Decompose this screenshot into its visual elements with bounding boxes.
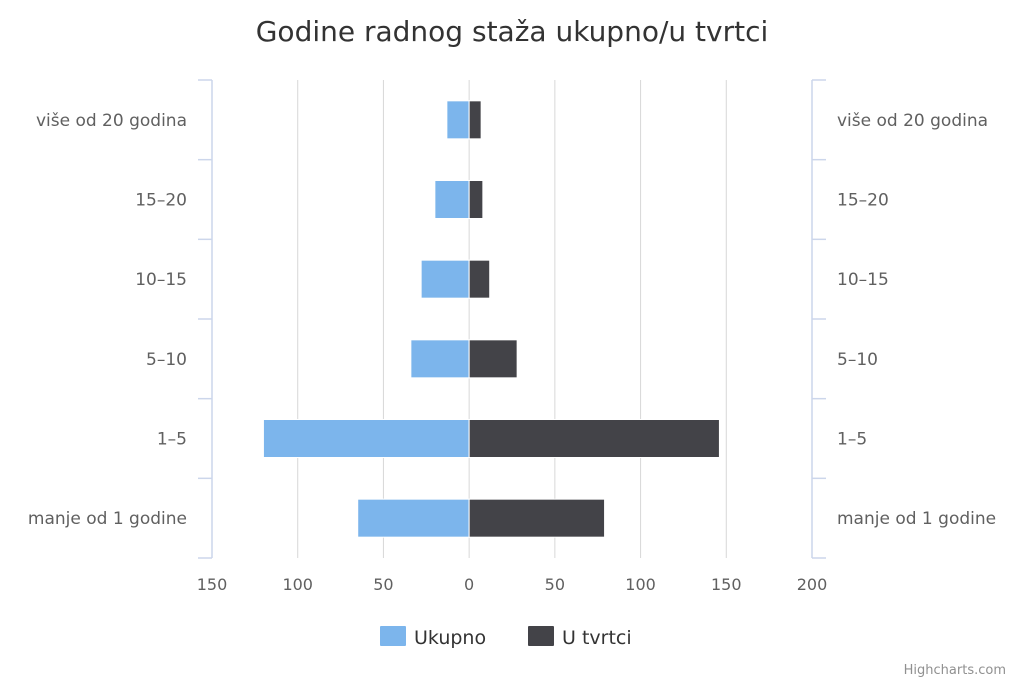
x-tick-label: 150 [711, 575, 742, 594]
right-category-label: 15–20 [837, 191, 889, 211]
bars-layer [262, 100, 720, 538]
left-category-label: 5–10 [146, 350, 187, 370]
bar-u-tvrtci[interactable] [468, 498, 606, 538]
right-category-label: 1–5 [837, 430, 867, 450]
x-tick-label: 100 [625, 575, 656, 594]
axis-layer [198, 79, 826, 559]
bar-u-tvrtci[interactable] [468, 100, 482, 140]
legend-label: U tvrtci [562, 627, 632, 649]
legend: Ukupno U tvrtci [380, 626, 632, 649]
bar-ukupno[interactable] [420, 259, 470, 299]
right-category-label: 5–10 [837, 350, 878, 370]
bar-ukupno[interactable] [262, 419, 470, 458]
right-category-label: manje od 1 godine [837, 509, 996, 529]
right-category-label: više od 20 godina [837, 111, 988, 131]
x-tick-label: 200 [797, 575, 828, 594]
bar-ukupno[interactable] [434, 180, 470, 219]
x-tick-label: 100 [282, 575, 313, 594]
x-tick-label: 50 [545, 575, 565, 594]
left-category-label: manje od 1 godine [28, 509, 187, 529]
bar-u-tvrtci[interactable] [468, 339, 518, 379]
legend-item[interactable]: Ukupno [380, 626, 486, 649]
bar-u-tvrtci[interactable] [468, 180, 484, 219]
bar-u-tvrtci[interactable] [468, 259, 491, 299]
x-tick-label: 150 [197, 575, 228, 594]
legend-swatch [380, 626, 406, 646]
legend-item[interactable]: U tvrtci [528, 626, 632, 649]
bar-ukupno[interactable] [446, 100, 470, 140]
labels-layer: 150 100 50 0 50 100 150 200 više od 20 godina viš… [28, 111, 996, 594]
legend-swatch [528, 626, 554, 646]
chart-title: Godine radnog staža ukupno/u tvrtci [256, 15, 769, 48]
left-category-label: više od 20 godina [36, 111, 187, 131]
credits-link[interactable]: Highcharts.com [904, 663, 1006, 678]
bar-ukupno[interactable] [357, 498, 470, 538]
x-tick-label: 50 [373, 575, 393, 594]
left-category-label: 10–15 [135, 270, 187, 290]
left-category-label: 1–5 [157, 430, 187, 450]
bar-u-tvrtci[interactable] [468, 419, 720, 458]
right-category-label: 10–15 [837, 270, 889, 290]
left-category-label: 15–20 [135, 191, 187, 211]
x-tick-label: 0 [464, 575, 474, 594]
legend-label: Ukupno [414, 627, 486, 649]
bar-ukupno[interactable] [410, 339, 470, 379]
